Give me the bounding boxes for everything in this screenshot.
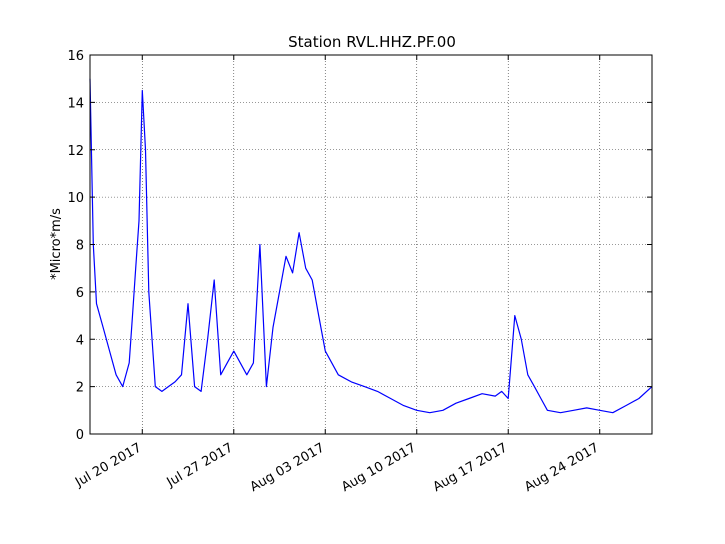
y-tick-label: 6 bbox=[76, 286, 84, 301]
y-tick-label: 4 bbox=[76, 333, 84, 348]
y-tick-label: 8 bbox=[76, 239, 84, 254]
y-tick-label: 14 bbox=[67, 96, 84, 111]
y-tick-label: 10 bbox=[67, 191, 84, 206]
chart-title: Station RVL.HHZ.PF.00 bbox=[288, 33, 456, 51]
y-axis: 0 2 4 6 8 10 12 14 16 bbox=[67, 49, 652, 443]
series-line bbox=[89, 78, 653, 414]
series-layer bbox=[89, 78, 653, 414]
y-tick-label: 12 bbox=[67, 144, 84, 159]
y-tick-label: 0 bbox=[76, 428, 84, 443]
y-tick-label: 16 bbox=[67, 49, 84, 64]
grid bbox=[90, 55, 652, 434]
y-tick-label: 2 bbox=[76, 381, 84, 396]
y-axis-label: *Micro*m/s bbox=[49, 208, 64, 280]
